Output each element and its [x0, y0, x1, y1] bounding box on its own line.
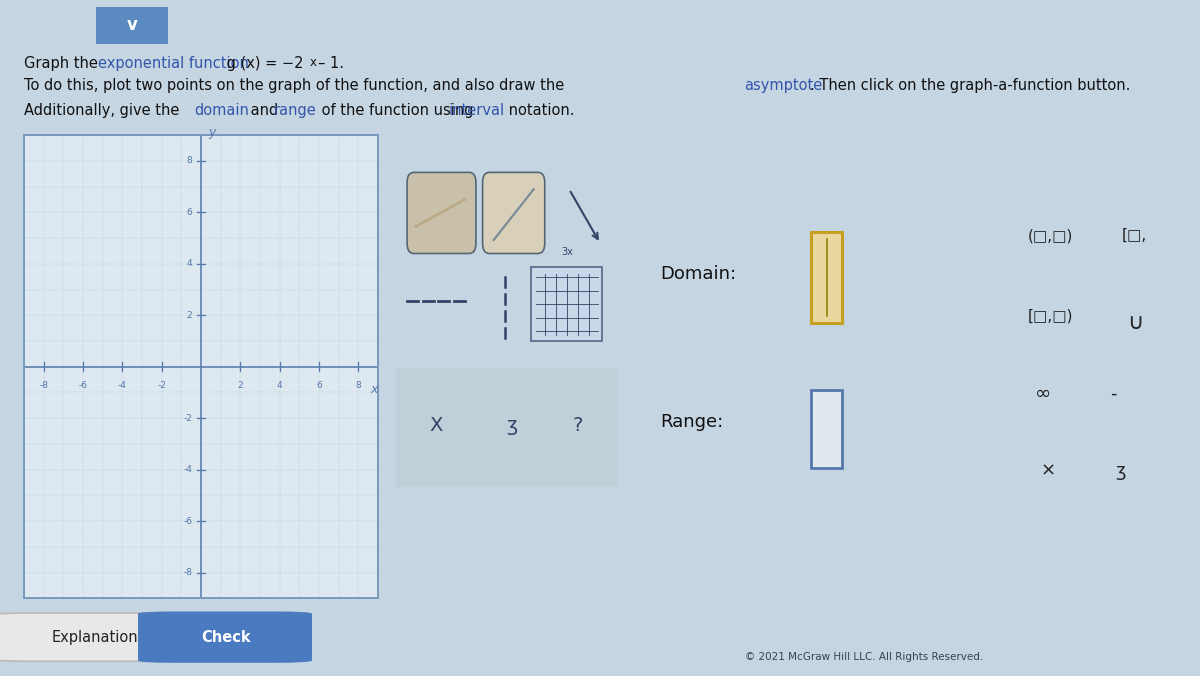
Text: Explanation: Explanation — [52, 629, 138, 645]
FancyBboxPatch shape — [138, 612, 312, 662]
Text: © 2021 McGraw Hill LLC. All Rights Reserved.: © 2021 McGraw Hill LLC. All Rights Reser… — [745, 652, 983, 662]
Text: -4: -4 — [118, 381, 127, 390]
Text: 2: 2 — [238, 381, 244, 390]
Text: ʒ: ʒ — [1115, 462, 1126, 480]
Text: 4: 4 — [277, 381, 282, 390]
Text: 3x: 3x — [562, 247, 572, 257]
FancyBboxPatch shape — [407, 172, 476, 254]
Text: . Then click on the graph-a-function button.: . Then click on the graph-a-function but… — [810, 78, 1130, 93]
Text: x: x — [371, 383, 378, 396]
Text: 8: 8 — [355, 381, 361, 390]
Text: 4: 4 — [186, 260, 192, 268]
Text: y: y — [208, 126, 215, 139]
Text: interval: interval — [449, 103, 505, 118]
Text: 2: 2 — [186, 311, 192, 320]
Text: To do this, plot two points on the graph of the function, and also draw the: To do this, plot two points on the graph… — [24, 78, 569, 93]
Text: [□,: [□, — [1122, 228, 1147, 243]
Text: [□,□): [□,□) — [1028, 309, 1074, 324]
FancyBboxPatch shape — [532, 267, 602, 341]
FancyBboxPatch shape — [89, 3, 175, 47]
Text: domain: domain — [194, 103, 250, 118]
Text: exponential function: exponential function — [98, 56, 250, 71]
Text: Check: Check — [200, 629, 251, 645]
Text: -: - — [1110, 385, 1116, 403]
Text: – 1.: – 1. — [318, 56, 344, 71]
Text: Range:: Range: — [660, 413, 724, 431]
Text: notation.: notation. — [504, 103, 575, 118]
Text: and: and — [246, 103, 283, 118]
Text: ʒ: ʒ — [506, 416, 517, 435]
Text: -6: -6 — [78, 381, 88, 390]
Text: ∞: ∞ — [1034, 384, 1051, 403]
Text: 6: 6 — [186, 208, 192, 217]
Text: -2: -2 — [184, 414, 192, 422]
Text: range: range — [274, 103, 317, 118]
Text: (□,□): (□,□) — [1028, 228, 1073, 243]
Text: -6: -6 — [184, 516, 192, 525]
FancyBboxPatch shape — [811, 390, 841, 468]
FancyBboxPatch shape — [0, 613, 200, 661]
Text: asymptote: asymptote — [744, 78, 822, 93]
Text: ∪: ∪ — [1127, 314, 1144, 333]
Text: Additionally, give the: Additionally, give the — [24, 103, 184, 118]
Text: ×: × — [1040, 462, 1055, 480]
Text: -8: -8 — [184, 568, 192, 577]
Text: g (x) = −2: g (x) = −2 — [222, 56, 304, 71]
FancyBboxPatch shape — [811, 232, 841, 323]
Text: X: X — [430, 416, 443, 435]
FancyBboxPatch shape — [396, 368, 618, 487]
Text: -8: -8 — [40, 381, 48, 390]
Text: -2: -2 — [157, 381, 166, 390]
Text: of the function using: of the function using — [317, 103, 478, 118]
Text: -4: -4 — [184, 465, 192, 474]
Text: Graph the: Graph the — [24, 56, 102, 71]
Text: ?: ? — [572, 416, 583, 435]
FancyBboxPatch shape — [482, 172, 545, 254]
Text: 8: 8 — [186, 156, 192, 166]
Text: Domain:: Domain: — [660, 265, 737, 283]
Text: x: x — [310, 56, 317, 69]
Text: 6: 6 — [316, 381, 322, 390]
Text: v: v — [126, 16, 138, 34]
